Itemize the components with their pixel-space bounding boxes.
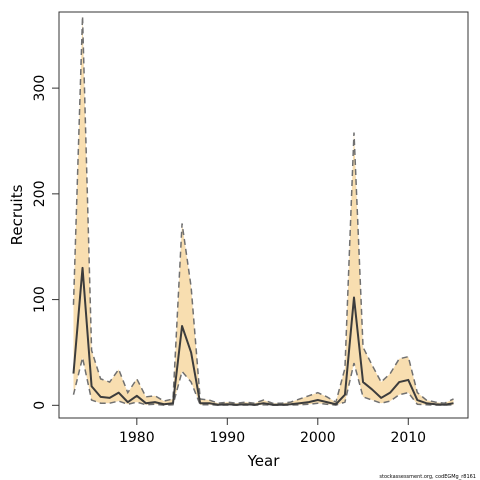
- footnote: stockassessment.org, codEGMg_r8161: [379, 474, 476, 480]
- plot-frame: [58, 11, 469, 419]
- x-tick-label-1990: 1990: [209, 430, 245, 446]
- y-tick-label-200: 200: [32, 180, 48, 207]
- x-axis-title: Year: [247, 452, 281, 470]
- confidence-band: [73, 16, 454, 406]
- x-tick-label-1980: 1980: [119, 430, 155, 446]
- y-tick-label-0: 0: [32, 401, 48, 410]
- y-tick-label-100: 100: [32, 286, 48, 313]
- upper-bound-line: [72, 16, 454, 404]
- estimate-line: [72, 266, 454, 406]
- y-tick-label-300: 300: [32, 75, 48, 102]
- y-axis-title: Recruits: [8, 184, 26, 245]
- x-tick-label-2010: 2010: [390, 430, 426, 446]
- x-tick-label-2000: 2000: [300, 430, 336, 446]
- lower-bound-line: [72, 357, 454, 406]
